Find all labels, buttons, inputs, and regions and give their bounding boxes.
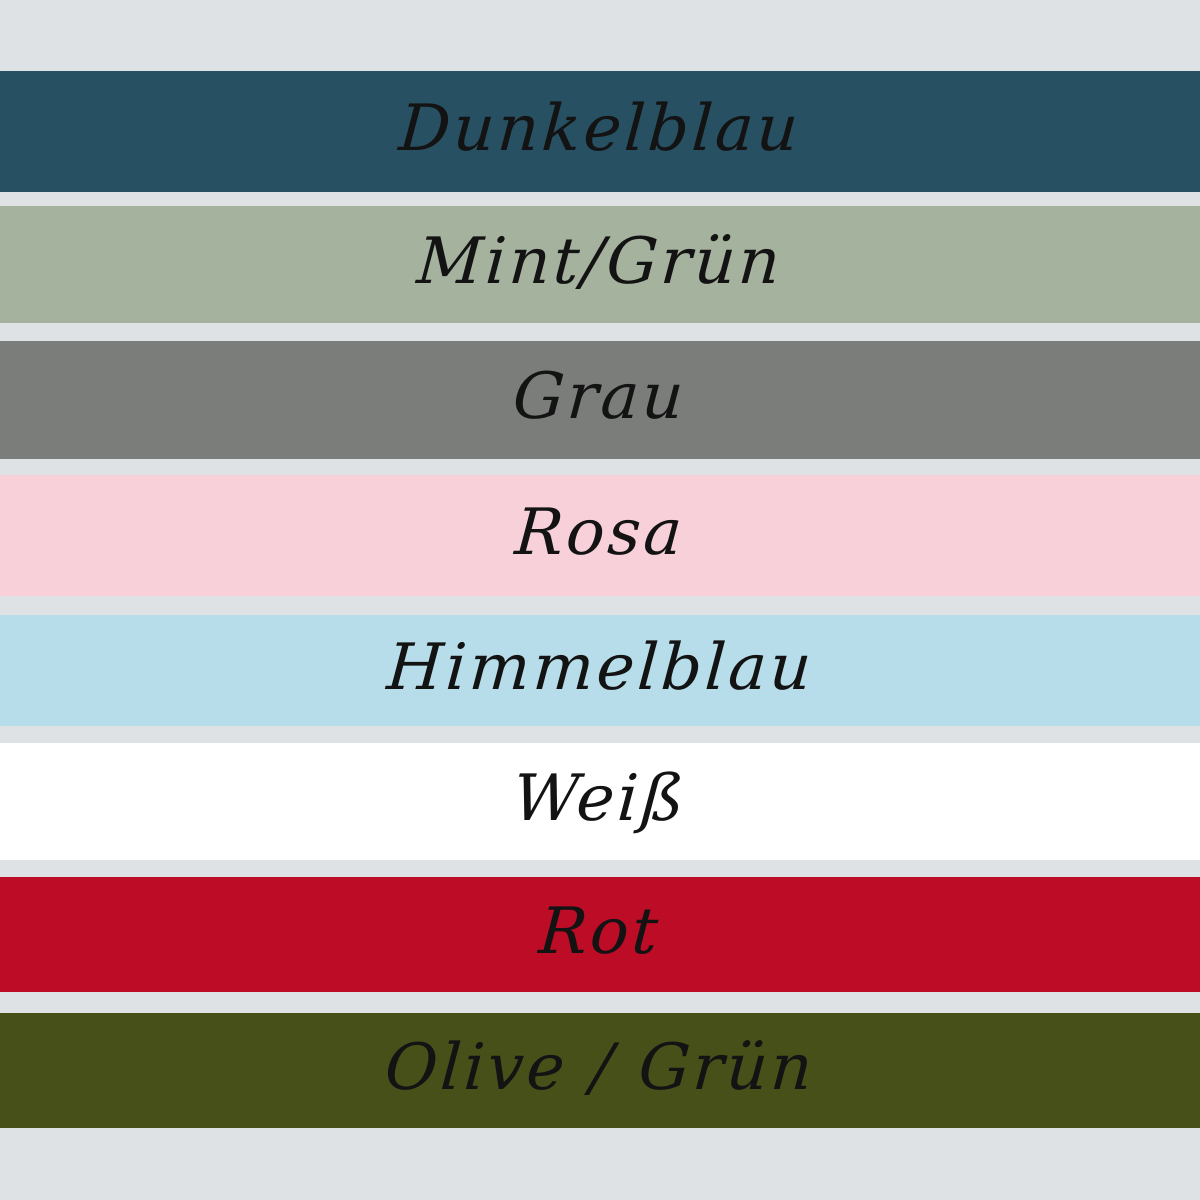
swatch-olive-gruen: Olive / Grün	[0, 1013, 1200, 1128]
swatch-label: Dunkelblau	[396, 91, 804, 166]
swatch-himmelblau: Himmelblau	[0, 615, 1200, 726]
swatch-dunkelblau: Dunkelblau	[0, 71, 1200, 192]
swatch-weiss: Weiß	[0, 743, 1200, 860]
swatch-label: Himmelblau	[384, 630, 817, 705]
swatch-mint-gruen: Mint/Grün	[0, 206, 1200, 323]
swatch-label: Olive / Grün	[382, 1030, 818, 1105]
swatch-label: Rosa	[512, 495, 688, 570]
swatch-label: Rot	[536, 894, 664, 969]
swatch-rosa: Rosa	[0, 475, 1200, 596]
swatch-label: Grau	[511, 360, 690, 434]
swatch-label: Mint/Grün	[414, 224, 786, 299]
swatch-rot: Rot	[0, 877, 1200, 992]
swatch-label: Weiß	[510, 761, 690, 836]
swatch-grau: Grau	[0, 341, 1200, 459]
